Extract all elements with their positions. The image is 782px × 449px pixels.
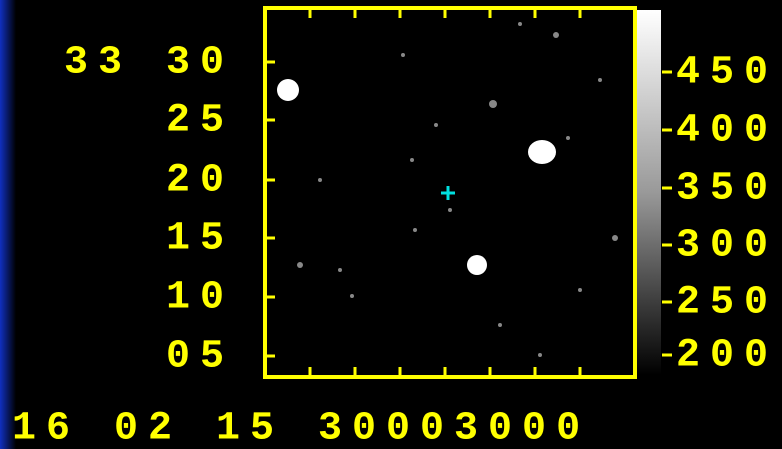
x-label: 16 02 15 30003000: [12, 407, 590, 449]
page: 33 30 25 20 15 10 05 450 400 350 300 250…: [0, 0, 782, 449]
side-strip: [0, 0, 16, 449]
colorbar: [637, 10, 661, 375]
sky-image: [265, 8, 635, 377]
y-label: 25: [166, 99, 234, 144]
colorbar-label: 400: [676, 109, 778, 154]
screen: 33 30 25 20 15 10 05 450 400 350 300 250…: [0, 0, 782, 449]
y-label: 05: [166, 335, 234, 380]
colorbar-label: 200: [676, 334, 778, 379]
colorbar-label: 450: [676, 51, 778, 96]
y-label: 33 30: [64, 41, 234, 86]
colorbar-label: 300: [676, 224, 778, 269]
y-label: 20: [166, 159, 234, 204]
y-label: 15: [166, 217, 234, 262]
colorbar-label: 250: [676, 281, 778, 326]
colorbar-label: 350: [676, 167, 778, 212]
y-label: 10: [166, 276, 234, 321]
